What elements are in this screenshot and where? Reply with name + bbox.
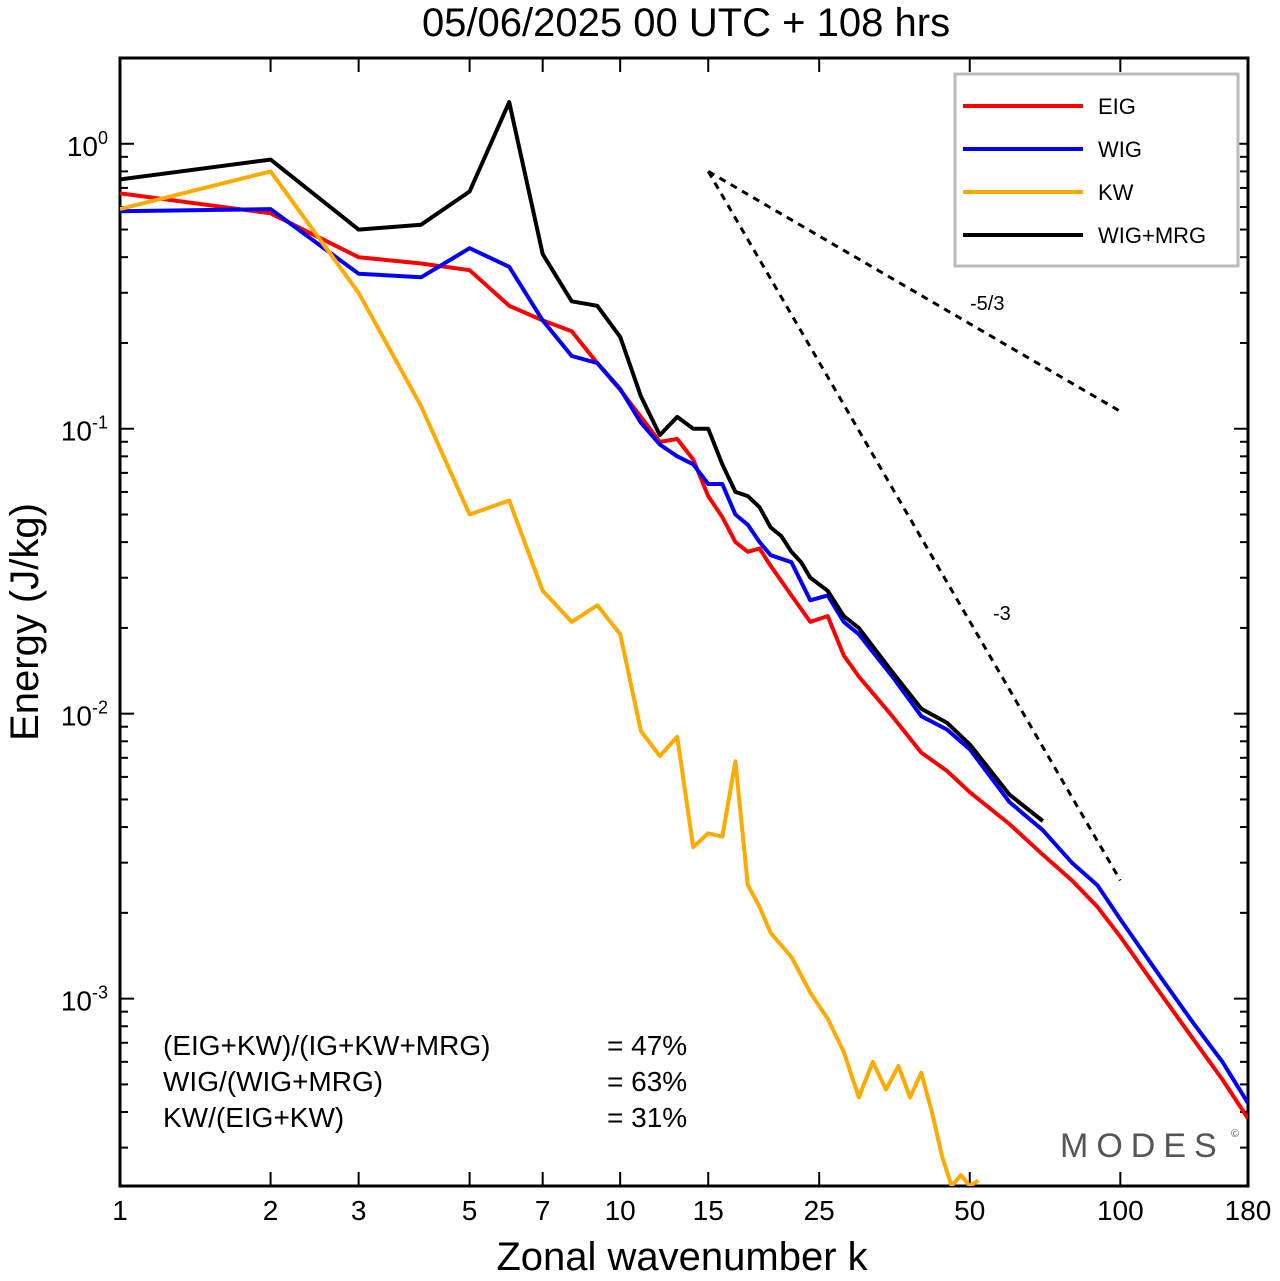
annotation-label: (EIG+KW)/(IG+KW+MRG) [163,1030,490,1061]
y-tick-label: 10-1 [61,413,108,447]
axis-ticks [119,57,1249,1186]
reference-slope-lines: -5/3 -3 [706,170,1122,882]
plot-frame [118,56,1250,1188]
y-tick-label: 100 [67,128,108,162]
legend-label-eig: EIG [1098,94,1136,119]
y-axis-label: Energy (J/kg) [3,503,47,741]
x-tick-label: 7 [535,1195,551,1226]
slope-line-3 [706,170,1122,882]
y-tick-label: 10-2 [61,698,108,732]
x-tick-label: 100 [1097,1195,1144,1226]
spectrum-series [120,100,1248,1186]
y-tick-label: 10-3 [61,983,108,1017]
annotation-value: = 63% [607,1066,687,1097]
x-tick-label: 10 [605,1195,636,1226]
x-tick-label: 180 [1225,1195,1272,1226]
x-axis-label: Zonal wavenumber k [496,1235,868,1279]
annotation-label: WIG/(WIG+MRG) [163,1066,383,1097]
x-tick-label: 25 [804,1195,835,1226]
x-tick-label: 2 [263,1195,279,1226]
x-tick-label: 15 [693,1195,724,1226]
slope-label-3: -3 [993,603,1011,625]
x-tick-labels: 1 2 3 5 7 10 15 25 50 100 180 [112,1195,1271,1226]
annotation-value: = 47% [607,1030,687,1061]
x-tick-label: 5 [462,1195,478,1226]
y-tick-labels: 100 10-1 10-2 10-3 [61,128,108,1017]
series-line-wig [120,207,1248,1105]
legend-label-kw: KW [1098,180,1134,205]
series-line-kw [120,169,980,1186]
annotation-label: KW/(EIG+KW) [163,1102,344,1133]
ratio-annotations: (EIG+KW)/(IG+KW+MRG) = 47% WIG/(WIG+MRG) = … [163,1030,687,1133]
x-tick-label: 50 [954,1195,985,1226]
legend: EIG WIG KW WIG+MRG [953,72,1240,268]
modes-watermark: MODES [1060,1127,1225,1165]
annotation-value: = 31% [607,1102,687,1133]
legend-label-wig: WIG [1098,137,1142,162]
slope-line-5-3 [707,170,1122,413]
series-line-eig [120,191,1248,1120]
copyright-mark: © [1231,1128,1239,1140]
chart-title: 05/06/2025 00 UTC + 108 hrs [422,1,950,45]
slope-label-5-3: -5/3 [970,293,1004,315]
x-tick-label: 3 [351,1195,367,1226]
x-tick-label: 1 [112,1195,128,1226]
series-line-wig-mrg [120,100,1045,823]
legend-label-wig-mrg: WIG+MRG [1098,223,1206,248]
